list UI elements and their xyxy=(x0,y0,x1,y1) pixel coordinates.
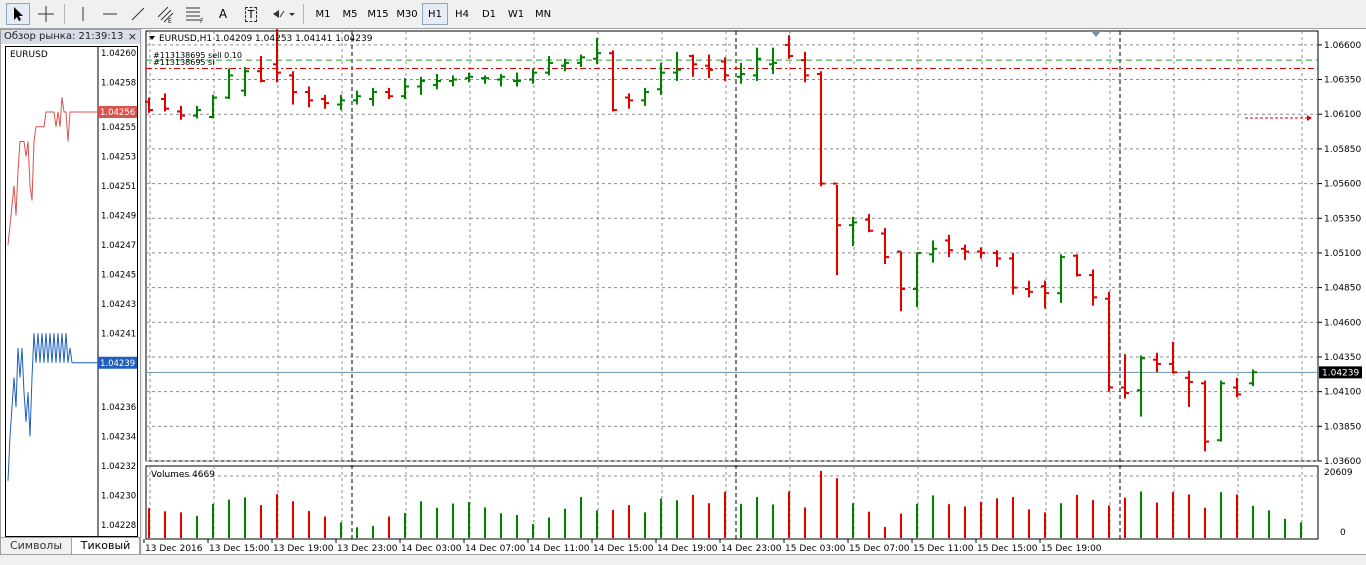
price-pane-frame xyxy=(145,30,1319,462)
main-chart-window[interactable]: #113138695 sell 0.10 #113138695 sl EURUSD,… xyxy=(143,29,1366,554)
price-axis-label: 1.06600 xyxy=(1324,41,1361,51)
tick-price-label: 1.04234 xyxy=(101,433,136,443)
timeframe-h4-button[interactable]: H4 xyxy=(455,8,469,20)
timeframe-m30-button[interactable]: M30 xyxy=(396,8,418,20)
volume-pane-frame xyxy=(145,465,1319,540)
tick-price-label: 1.04236 xyxy=(101,403,136,413)
tick-symbol-label: EURUSD xyxy=(10,50,48,60)
tick-price-label: 1.04241 xyxy=(101,329,136,339)
tick-price-label: 1.04232 xyxy=(101,462,136,472)
bid-price-box xyxy=(98,356,137,369)
timeframe-m1-button[interactable]: M1 xyxy=(315,8,331,20)
timeframe-m15-button[interactable]: M15 xyxy=(367,8,389,20)
horizontal-line-icon[interactable] xyxy=(99,3,121,25)
price-axis-label: 1.05850 xyxy=(1324,145,1361,155)
timeframe-m5-button[interactable]: M5 xyxy=(342,8,358,20)
chart-header: EURUSD,H1 1.04209 1.04253 1.04141 1.0423… xyxy=(159,34,373,44)
time-axis-label: 13 Dec 23:00 xyxy=(337,544,398,554)
fibonacci-icon[interactable]: F xyxy=(182,3,206,25)
time-axis-label: 14 Dec 11:00 xyxy=(529,544,590,554)
price-axis-label: 1.04600 xyxy=(1324,318,1361,328)
ask-tick-line xyxy=(7,97,98,245)
bid-price-label: 1.04239 xyxy=(100,359,135,369)
current-price-box xyxy=(1319,366,1362,379)
market-watch-title: Обзор рынка: 21:39:13 × xyxy=(1,30,140,44)
tick-price-label: 1.04247 xyxy=(101,241,136,251)
volume-axis-zero: 0 xyxy=(1340,528,1346,538)
tick-price-label: 1.04253 xyxy=(101,152,136,162)
price-axis-label: 1.04350 xyxy=(1324,353,1361,363)
status-bar xyxy=(0,554,1366,565)
ask-price-label: 1.04256 xyxy=(100,108,135,118)
trendline-icon[interactable] xyxy=(127,3,149,25)
time-axis-label: 13 Dec 2016 xyxy=(145,544,203,554)
price-axis-label: 1.06350 xyxy=(1324,76,1361,86)
equidistant-channel-icon[interactable]: E xyxy=(154,3,176,25)
text-label-tool-icon[interactable]: T xyxy=(240,3,262,25)
time-axis-label: 14 Dec 23:00 xyxy=(721,544,782,554)
chart-menu-icon xyxy=(149,36,155,40)
ask-price-box xyxy=(98,106,137,118)
timeframe-h1-button[interactable]: H1 xyxy=(422,3,448,25)
time-axis-label: 14 Dec 03:00 xyxy=(401,544,462,554)
tick-price-label: 1.04249 xyxy=(101,211,136,221)
market-watch-tabs: Символы Тиковый xyxy=(1,537,140,555)
tab-ticks[interactable]: Тиковый xyxy=(71,538,140,555)
tick-price-label: 1.04228 xyxy=(101,521,136,531)
tick-price-label: 1.04258 xyxy=(101,79,136,89)
tab-symbols[interactable]: Символы xyxy=(9,539,63,552)
main-toolbar: E F A T M1 M5 M15 M30 H1 H4 D1 W1 MN xyxy=(0,0,1366,29)
tick-price-label: 1.04230 xyxy=(101,492,136,502)
time-axis-label: 13 Dec 19:00 xyxy=(273,544,334,554)
close-icon[interactable]: × xyxy=(127,30,137,43)
vertical-line-icon[interactable] xyxy=(72,3,94,25)
price-axis-label: 1.05100 xyxy=(1324,249,1361,259)
time-axis-label: 14 Dec 19:00 xyxy=(657,544,718,554)
bid-tick-line xyxy=(7,333,98,481)
price-axis-label: 1.04850 xyxy=(1324,284,1361,294)
tick-price-label: 1.04243 xyxy=(101,300,136,310)
market-watch-panel: Обзор рынка: 21:39:13 × 1.04260 1.04258 1.… xyxy=(0,29,141,555)
order-label: #113138695 sell 0.10 xyxy=(153,51,242,60)
price-axis-label: 1.06100 xyxy=(1324,110,1361,120)
time-axis-label: 15 Dec 11:00 xyxy=(913,544,974,554)
volumes-label: Volumes 4669 xyxy=(151,470,215,480)
time-axis-label: 15 Dec 03:00 xyxy=(785,544,846,554)
time-axis-label: 15 Dec 19:00 xyxy=(1041,544,1102,554)
cursor-icon[interactable] xyxy=(6,3,30,25)
tick-price-label: 1.04255 xyxy=(101,123,136,133)
stop-loss-label: #113138695 sl xyxy=(153,58,214,67)
time-axis-label: 14 Dec 07:00 xyxy=(465,544,526,554)
price-axis-label: 1.05350 xyxy=(1324,214,1361,224)
crosshair-icon[interactable] xyxy=(34,3,58,25)
volume-axis-max: 20609 xyxy=(1324,468,1353,478)
price-axis-label: 1.03600 xyxy=(1324,457,1361,467)
timeframe-w1-button[interactable]: W1 xyxy=(507,8,525,20)
timeframe-mn-button[interactable]: MN xyxy=(534,8,552,20)
chart-shift-icon xyxy=(1091,31,1101,37)
tick-price-label: 1.04245 xyxy=(101,270,136,280)
price-axis-label: 1.03850 xyxy=(1324,422,1361,432)
price-axis-label: 1.04100 xyxy=(1324,388,1361,398)
timeframe-d1-button[interactable]: D1 xyxy=(481,8,497,20)
arrows-dropdown-icon[interactable] xyxy=(268,3,298,25)
svg-text:E: E xyxy=(168,18,172,23)
tick-price-label: 1.04251 xyxy=(101,182,136,192)
current-price-label: 1.04239 xyxy=(1322,368,1359,378)
text-tool-icon[interactable]: A xyxy=(218,7,228,21)
price-axis-label: 1.05600 xyxy=(1324,180,1361,190)
time-axis-label: 13 Dec 15:00 xyxy=(209,544,270,554)
time-axis-label: 15 Dec 07:00 xyxy=(849,544,910,554)
price-arrow-icon xyxy=(1307,115,1312,121)
svg-text:F: F xyxy=(200,18,204,23)
time-axis-label: 15 Dec 15:00 xyxy=(977,544,1038,554)
tick-price-label: 1.04260 xyxy=(101,49,136,59)
time-axis-label: 14 Dec 15:00 xyxy=(593,544,654,554)
tick-chart[interactable]: 1.04260 1.04258 1.04255 1.04253 1.04251 1.042… xyxy=(5,46,138,537)
